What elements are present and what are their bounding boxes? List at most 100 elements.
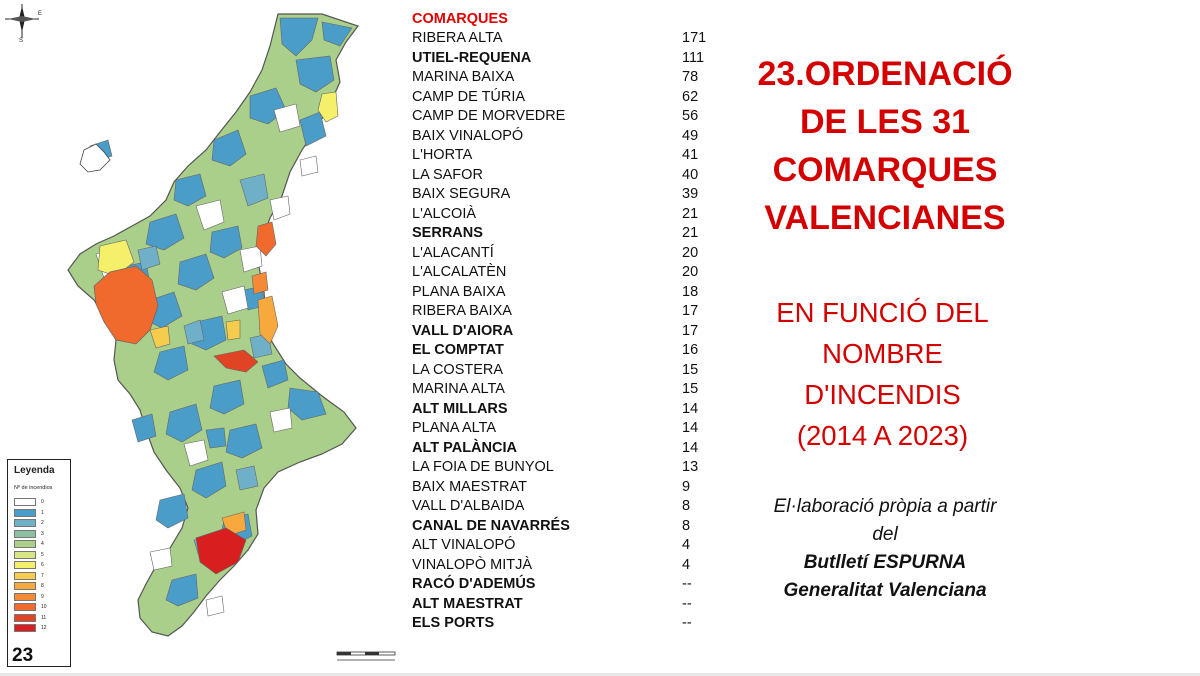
legend-value: 8 (41, 583, 44, 590)
comarca-name: ALT MILLARS (412, 400, 508, 417)
table-header: COMARQUES (412, 11, 508, 27)
legend-class: 5 (14, 550, 47, 561)
comarca-name: CAMP DE MORVEDRE (412, 108, 566, 124)
comarca-name: BAIX VINALOPÓ (412, 127, 524, 144)
compass-icon: E S (5, 4, 42, 42)
table-row: CAMP DE MORVEDRE 56 (412, 107, 712, 127)
comarca-name: ELS PORTS (412, 615, 495, 631)
table-row: LA SAFOR 40 (412, 166, 712, 186)
table-row: BAIX MAESTRAT 9 (412, 478, 712, 498)
legend-value: 12 (41, 625, 47, 632)
comarca-name: L'ALACANTÍ (412, 244, 494, 261)
table-row: VINALOPÒ MITJÀ 4 (412, 556, 712, 576)
comarca-name: PLANA ALTA (412, 420, 497, 436)
legend-class: 2 (14, 518, 47, 529)
table-row: MARINA ALTA 15 (412, 380, 712, 400)
comarca-name: ALT PALÀNCIA (412, 439, 517, 456)
legend-value: 2 (41, 520, 44, 527)
comarca-name: L'ALCALATÈN (412, 264, 507, 280)
fire-count: 15 (682, 361, 699, 378)
fire-count: 49 (682, 127, 699, 144)
comarca-name: BAIX SEGURA (412, 186, 511, 202)
legend-swatch (14, 540, 36, 549)
table-row: L'ALCOIÀ 21 (412, 205, 712, 225)
legend-class: 7 (14, 571, 47, 582)
legend-value: 4 (41, 541, 44, 548)
yellow-area-north (317, 91, 339, 123)
fire-count: 62 (682, 88, 699, 105)
subtitle-line: (2014 A 2023) (796, 420, 969, 451)
fire-count: 17 (682, 322, 699, 339)
table-rows: RIBERA ALTA 171 UTIEL-REQUENA 111 MARINA BAI… (412, 29, 712, 634)
legend-swatch (14, 519, 36, 528)
legend-swatch (14, 498, 36, 507)
comarca-name: SERRANS (412, 225, 483, 241)
fire-count: 20 (682, 244, 699, 261)
table-row: ALT MILLARS 14 (412, 400, 712, 420)
legend-value: 3 (41, 530, 44, 537)
fire-count: 14 (682, 420, 699, 436)
orange-area-inland (149, 325, 171, 349)
table-row: PLANA BAIXA 18 (412, 283, 712, 303)
fire-count: 20 (682, 264, 699, 280)
fire-count: 78 (682, 69, 699, 85)
legend-value: 7 (41, 572, 44, 579)
table-row: ALT VINALOPÓ 4 (412, 536, 712, 556)
legend-value: 1 (41, 509, 44, 516)
legend-class: 6 (14, 560, 47, 571)
fire-count: 16 (682, 342, 699, 358)
source-credit: El·laboració pròpia a partir del Butlletí … (735, 493, 1035, 605)
table-row: BAIX VINALOPÓ 49 (412, 127, 712, 147)
comarca-name: LA COSTERA (412, 361, 504, 378)
table-row: EL COMPTAT 16 (412, 341, 712, 361)
table-row: BAIX SEGURA 39 (412, 185, 712, 205)
orange-area-ribera (257, 295, 279, 345)
comarca-name: L'ALCOIÀ (412, 205, 477, 222)
comarca-name: RIBERA ALTA (412, 30, 503, 46)
fire-count: -- (682, 576, 692, 592)
table-row: RIBERA BAIXA 17 (412, 302, 712, 322)
legend-value: 6 (41, 562, 44, 569)
legend-value: 0 (41, 499, 44, 506)
fire-count: 21 (682, 205, 699, 222)
fire-count: 21 (682, 225, 699, 241)
comarca-name: ALT VINALOPÓ (412, 537, 516, 553)
table-row: VALL D'ALBAIDA 8 (412, 497, 712, 517)
title-line: VALENCIANES (764, 199, 1006, 237)
comarca-name: ALT MAESTRAT (412, 595, 523, 612)
comarca-name: VINALOPÒ MITJÀ (412, 556, 533, 573)
table-row: CANAL DE NAVARRÉS 8 (412, 517, 712, 537)
table-row: CAMP DE TÚRIA 62 (412, 88, 712, 108)
comarca-name: VALL D'AIORA (412, 322, 514, 339)
table-row: SERRANS 21 (412, 224, 712, 244)
credit-line: El·laboració pròpia a partir (773, 496, 997, 517)
table-row: MARINA BAIXA 78 (412, 68, 712, 88)
legend-swatch (14, 561, 36, 570)
comarca-name: RACÓ D'ADEMÚS (412, 576, 536, 592)
table-row: UTIEL-REQUENA 111 (412, 49, 712, 69)
table-row: LA FOIA DE BUNYOL 13 (412, 458, 712, 478)
red-area-south (195, 527, 247, 575)
valencia-map (67, 13, 359, 637)
legend-classes: 0 1 2 3 4 5 6 7 8 9 10 11 12 (14, 497, 47, 634)
legend-class: 0 (14, 497, 47, 508)
table-row: VALL D'AIORA 17 (412, 322, 712, 342)
legend-class: 8 (14, 581, 47, 592)
fire-count: 41 (682, 147, 699, 163)
legend-swatch (14, 529, 36, 538)
fire-count: 18 (682, 283, 699, 300)
fire-count: 15 (682, 381, 699, 397)
table-row: RACÓ D'ADEMÚS -- (412, 575, 712, 595)
table-row: L'ALCALATÈN 20 (412, 263, 712, 283)
table-row: LA COSTERA 15 (412, 361, 712, 381)
comarca-name: BAIX MAESTRAT (412, 478, 527, 495)
red-area-center (213, 349, 259, 373)
credit-line: Butlletí ESPURNA (803, 552, 967, 573)
table-row: L'HORTA 41 (412, 146, 712, 166)
fire-count: 9 (682, 478, 691, 495)
comarca-name: EL COMPTAT (412, 342, 504, 358)
legend-swatch (14, 508, 36, 517)
fire-count: 14 (682, 439, 699, 456)
table-row: ALT PALÀNCIA 14 (412, 439, 712, 459)
legend-class: 12 (14, 623, 47, 634)
